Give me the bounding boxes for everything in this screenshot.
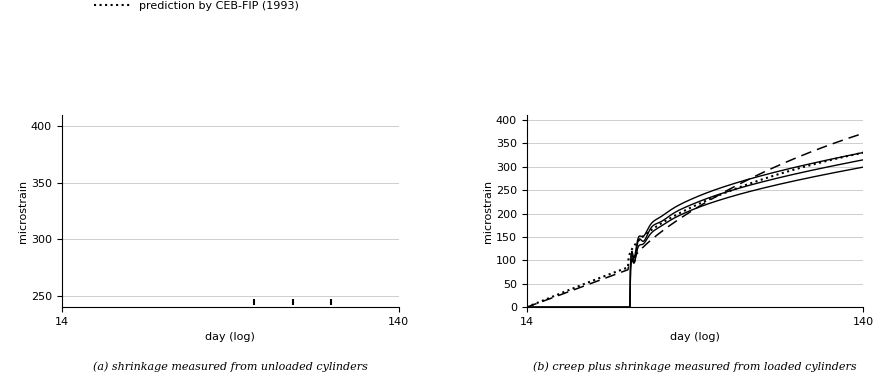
Text: (b) creep plus shrinkage measured from loaded cylinders: (b) creep plus shrinkage measured from l… bbox=[533, 361, 856, 372]
X-axis label: day (log): day (log) bbox=[205, 333, 255, 343]
Y-axis label: microstrain: microstrain bbox=[483, 180, 492, 243]
Y-axis label: microstrain: microstrain bbox=[18, 180, 28, 243]
Text: (a) shrinkage measured from unloaded cylinders: (a) shrinkage measured from unloaded cyl… bbox=[93, 361, 367, 372]
Legend: cylinder test, prediction by ACI 209 (1997)
                + Hue et al. (2001),: cylinder test, prediction by ACI 209 (19… bbox=[94, 0, 302, 12]
X-axis label: day (log): day (log) bbox=[670, 333, 720, 343]
